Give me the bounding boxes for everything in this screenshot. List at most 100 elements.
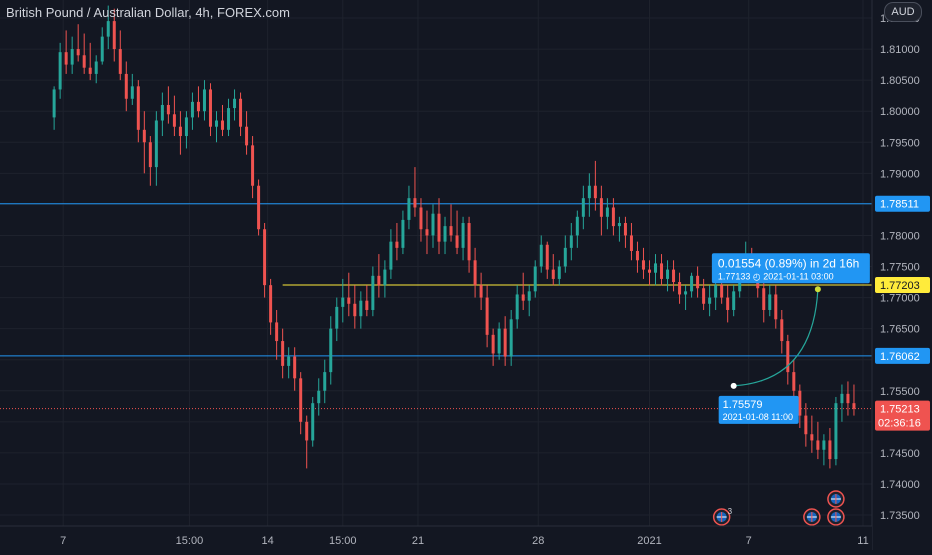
candle-body: [251, 145, 255, 186]
candle: [389, 229, 393, 279]
candle-body: [58, 52, 62, 90]
candle: [227, 98, 231, 137]
candle-body: [732, 291, 736, 310]
time-tick-label: 15:00: [329, 535, 357, 547]
event-flag-icon[interactable]: [827, 508, 845, 526]
candle-body: [160, 104, 164, 121]
candle-body: [112, 21, 116, 50]
candle: [647, 260, 651, 286]
candle: [341, 278, 345, 323]
candle-body: [467, 223, 471, 261]
event-flag-icon[interactable]: [803, 508, 821, 526]
price-tag-bg: [875, 276, 930, 293]
candle: [425, 210, 429, 255]
price-tag-bg: [875, 195, 930, 212]
candle: [88, 42, 92, 81]
candle-body: [347, 297, 351, 304]
time-axis[interactable]: 7 15:00 14 15:00 21 28 2021 7 11: [0, 525, 872, 550]
candle: [233, 89, 237, 121]
event-count: 3: [728, 507, 733, 516]
candle-body: [64, 52, 68, 65]
candle-body: [810, 434, 814, 441]
candle: [239, 92, 243, 137]
candle-body: [774, 294, 778, 320]
candle: [257, 179, 261, 236]
candle-body: [768, 294, 772, 310]
measure-start-time: 2021-01-08 11:00: [723, 412, 793, 422]
event-flag-icon[interactable]: 3: [712, 507, 733, 526]
candle: [678, 272, 682, 304]
candle-body: [623, 223, 627, 236]
symbol-title[interactable]: British Pound / Australian Dollar, 4h, F…: [6, 5, 290, 20]
candle: [780, 309, 784, 354]
candle: [443, 216, 447, 255]
candle: [611, 198, 615, 236]
candle: [672, 260, 676, 292]
candle-body: [178, 126, 182, 137]
candle-body: [786, 341, 790, 373]
candle-body: [840, 393, 844, 404]
candle-body: [377, 275, 381, 286]
candle: [293, 347, 297, 391]
candle-body: [359, 300, 363, 317]
candle-body: [660, 263, 664, 279]
price-tag: 1.77203: [875, 276, 930, 293]
candle: [804, 403, 808, 447]
time-tick-label: 15:00: [176, 535, 204, 547]
event-badges[interactable]: 3: [712, 490, 845, 526]
candle-body: [389, 241, 393, 270]
candle: [473, 247, 477, 298]
candle-body: [431, 213, 435, 236]
candle: [419, 198, 423, 242]
event-flag-icon[interactable]: [827, 490, 845, 508]
candle-body: [479, 285, 483, 298]
candle: [269, 278, 273, 335]
candle: [401, 210, 405, 255]
price-tick-label: 1.76500: [880, 324, 920, 336]
candle-body: [804, 415, 808, 435]
candle-body: [190, 101, 194, 118]
candle: [599, 185, 603, 236]
candle-body: [70, 49, 74, 65]
currency-badge[interactable]: AUD: [884, 2, 922, 22]
countdown-label: 02:36:16: [878, 418, 921, 430]
candle-body: [106, 21, 110, 37]
candles: [52, 5, 856, 469]
candle: [629, 223, 633, 261]
candle-body: [539, 244, 543, 267]
candle-body: [455, 235, 459, 248]
measure-start-price: 1.75579: [723, 399, 763, 411]
candle: [539, 235, 543, 273]
candle: [202, 80, 206, 121]
candle: [581, 185, 585, 230]
measure-end-point: [814, 286, 821, 293]
candle-body: [545, 244, 549, 270]
price-tag: 1.78511: [875, 195, 930, 212]
candle-body: [503, 328, 507, 357]
candle: [317, 378, 321, 416]
candle: [605, 198, 609, 230]
candle-body: [245, 126, 249, 146]
candle-body: [269, 285, 273, 323]
candle: [287, 347, 291, 379]
price-tick-label: 1.80000: [880, 106, 920, 118]
candle-body: [100, 36, 104, 62]
candle: [136, 80, 140, 143]
candle-body: [76, 49, 80, 56]
candle: [617, 216, 621, 242]
candle: [94, 55, 98, 84]
price-axis[interactable]: 1.735001.740001.745001.750001.755001.760…: [871, 0, 932, 550]
candle-body: [720, 285, 724, 298]
candle: [82, 33, 86, 74]
candle-body: [828, 440, 832, 460]
candle-body: [533, 266, 537, 292]
candle-body: [443, 226, 447, 242]
candle: [551, 254, 555, 286]
candle-body: [690, 275, 694, 292]
candle: [828, 428, 832, 469]
candle: [774, 285, 778, 329]
candle: [684, 285, 688, 310]
